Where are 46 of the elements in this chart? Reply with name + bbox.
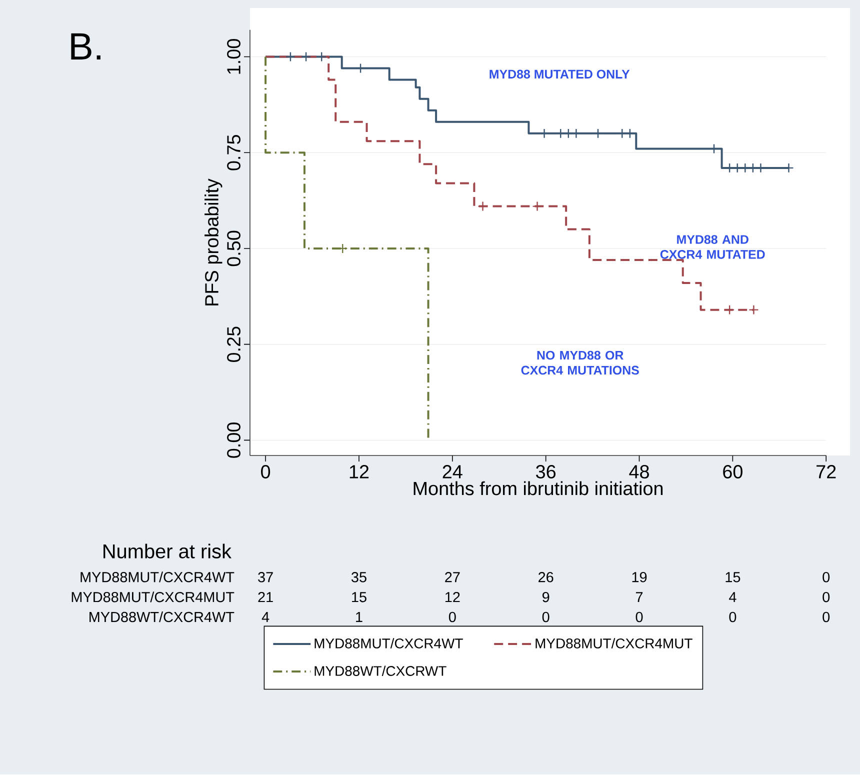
y-tick-label: 1.00 bbox=[227, 39, 240, 74]
x-tick-label: 0 bbox=[261, 465, 270, 479]
y-axis-title: PFS probability bbox=[204, 178, 222, 306]
text: 35 bbox=[351, 572, 366, 583]
text: 26 bbox=[538, 572, 554, 583]
y-tick-label: 0.00 bbox=[227, 422, 240, 458]
chart-title: B. bbox=[71, 34, 100, 60]
text: 27 bbox=[445, 572, 460, 582]
text: 15 bbox=[352, 592, 366, 602]
text: 0 bbox=[636, 612, 643, 622]
y-tick-label: 0.75 bbox=[227, 135, 240, 171]
text: 19 bbox=[632, 572, 647, 583]
y-tick-label: 0.50 bbox=[227, 231, 240, 266]
text: 0 bbox=[822, 572, 830, 583]
annotation: MYD88 MUTATED ONLY bbox=[490, 70, 630, 79]
text: 0 bbox=[822, 592, 830, 602]
text: 9 bbox=[542, 592, 550, 602]
x-axis-title: Months from ibrutinib initiation bbox=[414, 482, 663, 496]
y-tick-label: 0.25 bbox=[227, 326, 240, 362]
annotation: MYD88 AND CXCR4 MUTATED bbox=[660, 235, 765, 260]
x-tick-label: 24 bbox=[442, 465, 462, 479]
text: MYD88WT/CXCR4WT bbox=[90, 612, 234, 622]
text: MYD88MUT/CXCR4WT bbox=[80, 572, 234, 583]
text: 21 bbox=[258, 592, 273, 602]
text: 1 bbox=[356, 612, 362, 622]
x-tick-label: 12 bbox=[350, 465, 369, 479]
text: 15 bbox=[726, 572, 740, 583]
text: 4 bbox=[729, 592, 736, 602]
text: 0 bbox=[448, 612, 456, 622]
legend-label: MYD88MUT/CXCR4WT bbox=[314, 638, 463, 649]
x-tick-label: 48 bbox=[629, 465, 649, 479]
x-tick-label: 36 bbox=[536, 465, 556, 479]
text: Number at risk bbox=[104, 544, 232, 559]
legend-label: MYD88MUT/CXCR4MUT bbox=[536, 638, 692, 649]
text: 0 bbox=[542, 612, 550, 622]
x-tick-label: 60 bbox=[723, 465, 742, 479]
text: 7 bbox=[636, 592, 643, 602]
text: 4 bbox=[262, 612, 270, 622]
text: 12 bbox=[445, 592, 460, 602]
x-tick-label: 72 bbox=[816, 465, 836, 479]
text: 37 bbox=[258, 572, 273, 583]
annotation: NO MYD88 OR CXCR4 MUTATIONS bbox=[521, 351, 639, 375]
text: MYD88MUT/CXCR4MUT bbox=[72, 592, 234, 602]
legend-label: MYD88WT/CXCRWT bbox=[314, 666, 446, 676]
text: 0 bbox=[729, 612, 736, 622]
text: 0 bbox=[822, 612, 830, 622]
